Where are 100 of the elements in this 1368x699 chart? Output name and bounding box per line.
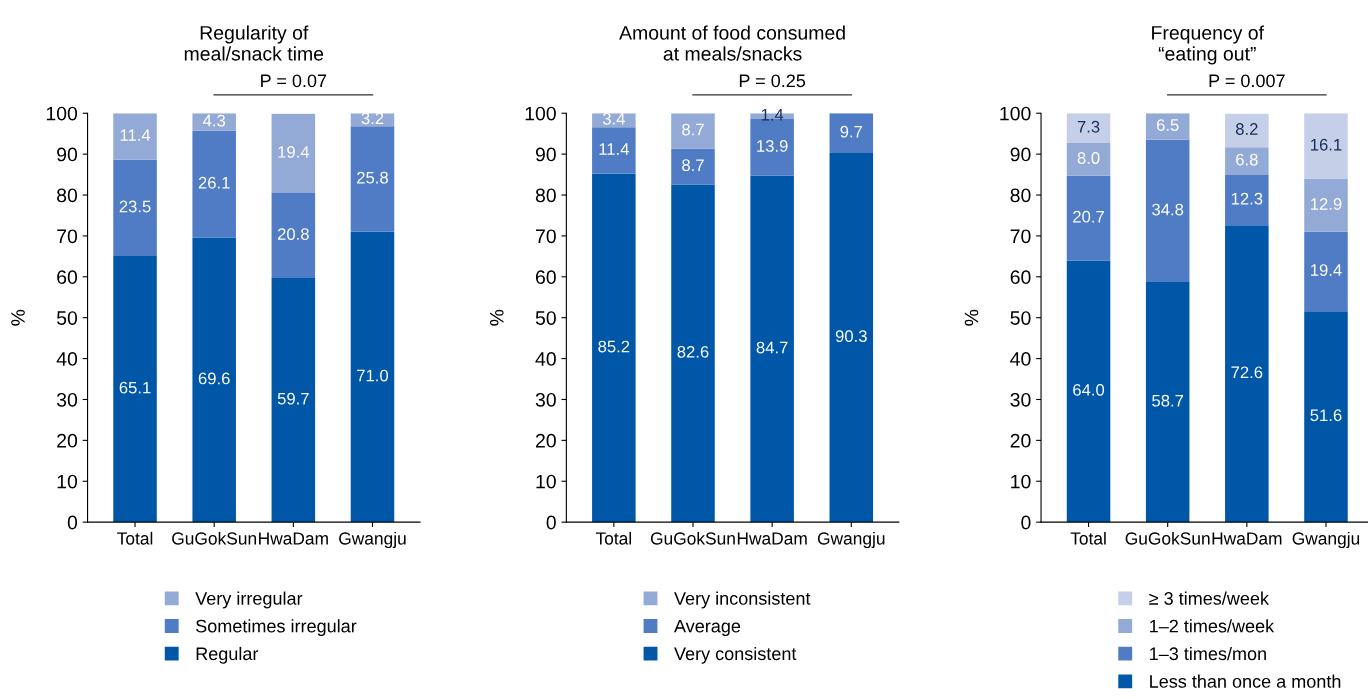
text: P = 0.25	[739, 74, 806, 88]
data-label: 84.7	[756, 341, 788, 354]
data-label: 64.0	[1073, 383, 1105, 396]
y-tick-label: 30	[535, 392, 556, 407]
x-tick-label: Gwangju	[339, 531, 406, 549]
bar	[1304, 231, 1348, 312]
y-tick-label: 100	[1000, 106, 1031, 121]
data-label: 71.0	[357, 369, 389, 382]
data-label: 11.4	[599, 143, 629, 155]
data-label: 26.1	[198, 176, 230, 189]
y-tick-label: 20	[57, 433, 78, 448]
data-label: 65.1	[119, 381, 151, 394]
y-tick-label: 70	[1010, 229, 1031, 244]
data-label: 69.6	[198, 372, 230, 385]
bar	[113, 113, 157, 160]
data-label: 8.7	[682, 123, 704, 136]
legend-label: Average	[674, 619, 741, 637]
bar	[592, 173, 636, 523]
x-tick-label: Gwangju	[1292, 531, 1360, 549]
data-label: 23.5	[119, 200, 151, 213]
data-label: 85.2	[598, 340, 630, 353]
data-label: 59.7	[277, 392, 309, 405]
data-label: 3.4	[602, 112, 625, 125]
y-tick-label: 10	[1011, 474, 1031, 489]
bar	[1145, 282, 1190, 523]
bar	[1225, 113, 1269, 148]
data-label: 90.3	[835, 330, 867, 342]
bar	[192, 237, 236, 523]
data-label: 11.4	[120, 129, 151, 141]
y-tick-label: 20	[535, 433, 556, 448]
bar	[829, 113, 874, 153]
y-tick-label: 50	[56, 311, 78, 325]
y-tick-label: 30	[1010, 392, 1031, 407]
data-label: 72.6	[1231, 366, 1263, 379]
bar	[1304, 113, 1348, 180]
data-label: 20.8	[277, 228, 309, 240]
y-tick-label: 100	[525, 106, 556, 121]
data-label: 13.9	[757, 140, 788, 152]
data-label: 16.1	[1311, 138, 1342, 151]
x-tick-label: Total	[117, 531, 153, 545]
data-label: 12.3	[1231, 192, 1263, 205]
legend-label: ≥ 3 times/week	[1149, 591, 1269, 605]
y-tick-label: 80	[535, 188, 556, 203]
x-tick-label: Gwangju	[817, 531, 885, 549]
data-label: 12.9	[1311, 198, 1342, 210]
data-label: 8.2	[1235, 123, 1258, 135]
bar	[192, 130, 236, 238]
y-tick-label: 90	[57, 147, 78, 162]
legend-label: Less than once a month	[1150, 674, 1341, 688]
data-label: 82.6	[677, 345, 709, 358]
data-label: 51.6	[1310, 409, 1342, 422]
bar	[113, 159, 157, 256]
y-tick-label: 40	[56, 352, 78, 366]
y-tick-label: 60	[535, 270, 556, 285]
y-tick-label: 100	[46, 106, 78, 121]
bar	[271, 113, 316, 193]
data-label: 34.8	[1152, 203, 1184, 216]
bar	[1225, 174, 1269, 226]
text: P = 0.07	[261, 74, 327, 88]
x-tick-label: Total	[595, 531, 632, 545]
data-label: 25.8	[357, 171, 388, 184]
data-label: 8.0	[1077, 152, 1100, 164]
y-tick-label: 10	[57, 474, 78, 489]
y-tick-label: 70	[536, 229, 556, 244]
data-label: 9.7	[840, 125, 863, 138]
y-tick-label: 0	[546, 515, 556, 530]
bar	[829, 152, 874, 523]
legend-label: Very inconsistent	[674, 591, 811, 609]
data-label: 58.7	[1152, 394, 1184, 407]
data-label: 3.2	[361, 112, 384, 125]
chart-title: Regularity of meal/snack time	[184, 25, 324, 61]
x-tick-label: HwaDam	[259, 532, 328, 545]
y-axis-title: %	[11, 309, 25, 326]
data-label: 8.7	[682, 159, 704, 172]
bar	[1066, 175, 1111, 261]
bar	[1066, 113, 1111, 144]
y-tick-label: 50	[1010, 311, 1031, 325]
x-tick-label: GuGokSun	[650, 531, 735, 545]
y-tick-label: 80	[57, 188, 78, 203]
data-label: 19.4	[278, 145, 310, 158]
data-label: 6.8	[1236, 153, 1258, 166]
legend-label: Regular	[196, 646, 259, 664]
data-label: 19.4	[1311, 264, 1342, 276]
bar	[750, 175, 794, 523]
bar	[1304, 311, 1348, 523]
bar	[1066, 260, 1111, 523]
x-tick-label: HwaDam	[1212, 532, 1282, 545]
bar	[1225, 147, 1269, 175]
bar	[671, 148, 715, 185]
y-tick-label: 90	[535, 147, 556, 162]
y-tick-label: 40	[1010, 352, 1031, 366]
data-label: 4.3	[202, 114, 226, 127]
bar	[1225, 225, 1269, 523]
y-tick-label: 10	[536, 474, 556, 489]
y-tick-label: 60	[57, 270, 78, 285]
bar	[271, 192, 316, 279]
bar	[1066, 143, 1111, 176]
bar	[350, 231, 395, 523]
chart-title: Amount of food consumed at meals/snacks	[619, 25, 845, 61]
x-tick-label: GuGokSun	[1125, 531, 1210, 545]
